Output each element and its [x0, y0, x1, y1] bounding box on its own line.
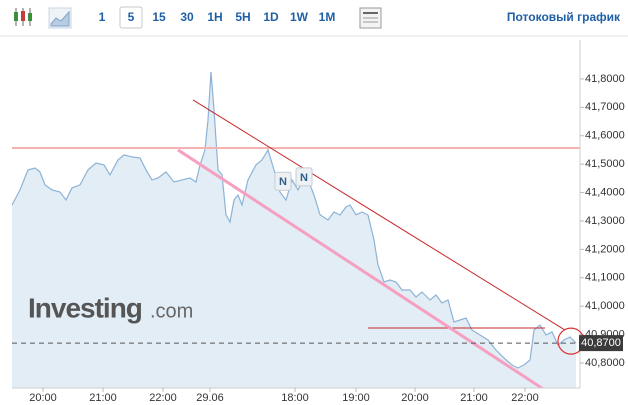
interval-button[interactable]: 15 — [152, 10, 166, 24]
selected-interval-box — [119, 6, 143, 29]
interval-button[interactable]: 1M — [319, 10, 336, 24]
y-tick-label: 41,3000 — [585, 215, 625, 227]
event-marker — [295, 167, 313, 187]
y-tick-label: 41,6000 — [585, 130, 625, 142]
x-tick-label: 20:00 — [29, 392, 57, 404]
x-tick-label: 20:00 — [401, 392, 429, 404]
interval-button[interactable]: 1H — [207, 10, 222, 24]
watermark-suffix: .com — [150, 300, 193, 322]
x-tick-label: 21:00 — [89, 392, 117, 404]
event-label: N — [300, 172, 308, 184]
x-tick-label: 29.06 — [196, 392, 224, 404]
candle-icon[interactable] — [14, 8, 32, 26]
interval-button[interactable]: 5H — [235, 10, 250, 24]
trend-line — [192, 99, 566, 331]
table-icon[interactable] — [359, 7, 382, 29]
y-tick-label: 41,4000 — [585, 186, 625, 198]
y-tick-label: 40,8000 — [585, 357, 625, 369]
watermark-brand: Investing — [28, 292, 142, 323]
y-tick-label: 41,5000 — [585, 158, 625, 170]
interval-button[interactable]: 30 — [180, 10, 194, 24]
interval-button[interactable]: 1 — [99, 10, 106, 24]
y-tick-label: 41,2000 — [585, 243, 625, 255]
price-area — [12, 71, 576, 388]
interval-button[interactable]: 1W — [290, 10, 309, 24]
trend-line — [177, 148, 545, 388]
x-tick-label: 19:00 — [342, 392, 370, 404]
y-tick-label: 41,0000 — [585, 300, 625, 312]
area-icon[interactable] — [48, 7, 72, 29]
last-price-label: 40,8700 — [581, 337, 621, 349]
y-tick-label: 41,8000 — [585, 73, 625, 85]
x-tick-label: 18:00 — [281, 392, 309, 404]
y-tick-label: 41,7000 — [585, 101, 625, 113]
x-tick-label: 21:00 — [460, 392, 488, 404]
stream-chart-link[interactable]: Потоковый график — [507, 10, 621, 24]
x-tick-label: 22:00 — [149, 392, 177, 404]
y-tick-label: 41,1000 — [585, 272, 625, 284]
interval-button[interactable]: 5 — [128, 10, 135, 24]
last-price-box — [579, 335, 623, 352]
event-label: N — [279, 176, 287, 188]
event-marker — [274, 171, 292, 191]
x-tick-label: 22:00 — [511, 392, 539, 404]
interval-button[interactable]: 1D — [263, 10, 279, 24]
